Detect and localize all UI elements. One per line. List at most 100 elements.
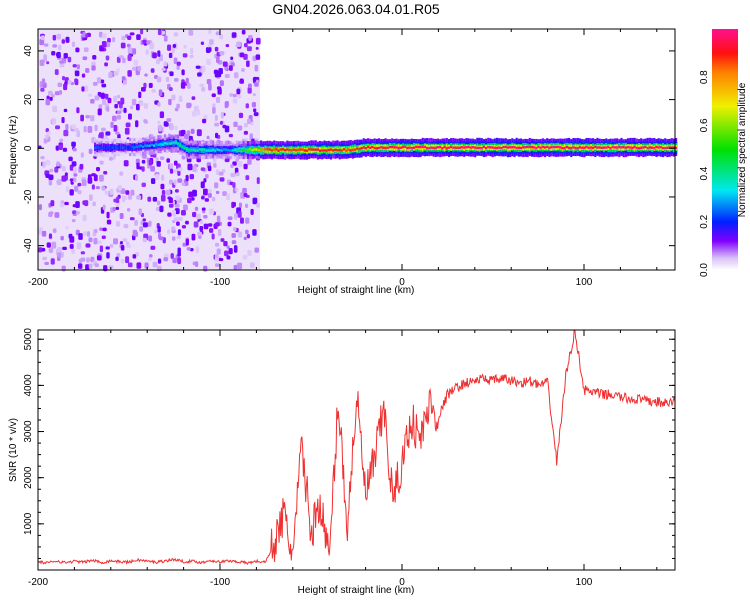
noise-cell (227, 221, 232, 227)
noise-cell (197, 72, 202, 77)
noise-cell (139, 226, 144, 232)
noise-cell (48, 233, 52, 239)
noise-cell (206, 135, 210, 140)
noise-cell (230, 164, 234, 169)
noise-cell (64, 172, 68, 177)
noise-cell (192, 211, 197, 218)
ridge-cell (657, 146, 660, 149)
noise-cell (224, 101, 229, 109)
ridge-cell (142, 145, 145, 148)
noise-cell (228, 133, 234, 138)
noise-cell (245, 217, 250, 224)
ridge-cell (498, 146, 501, 149)
noise-cell (86, 231, 91, 237)
noise-cell (252, 197, 258, 205)
noise-cell (227, 216, 233, 221)
noise-cell (72, 210, 77, 215)
noise-cell (129, 105, 134, 110)
noise-cell (80, 114, 84, 122)
ridge-cell (436, 146, 440, 149)
noise-cell (61, 117, 65, 124)
ridge-cell (102, 146, 105, 150)
noise-cell (163, 61, 168, 67)
noise-cell (96, 255, 102, 261)
ridge-cell (246, 148, 250, 151)
noise-cell (87, 174, 92, 180)
noise-cell (116, 253, 121, 257)
ridge-cell (585, 145, 588, 149)
ridge-cell (600, 146, 603, 150)
noise-cell (80, 251, 86, 255)
snr-xtick-label: -200 (28, 577, 48, 588)
ridge-cell (504, 145, 507, 149)
noise-cell (200, 41, 205, 46)
ridge-cell (415, 145, 418, 149)
noise-cell (229, 93, 234, 97)
ridge-cell (439, 145, 442, 149)
noise-cell (182, 53, 188, 58)
noise-cell (181, 225, 187, 229)
ridge-cell (360, 147, 363, 150)
ridge-cell (137, 145, 140, 148)
noise-cell (183, 204, 188, 211)
spectrogram-xtick-label: -200 (28, 277, 48, 288)
noise-cell (117, 94, 121, 99)
ridge-cell (648, 146, 651, 149)
noise-cell (116, 114, 122, 120)
noise-cell (112, 37, 116, 43)
noise-cell (54, 91, 60, 96)
noise-cell (216, 70, 222, 78)
noise-cell (199, 225, 204, 232)
snr-ytick-label: 2000 (23, 466, 34, 489)
noise-cell (235, 187, 239, 192)
noise-cell (116, 196, 120, 204)
noise-cell (150, 165, 155, 172)
noise-cell (157, 29, 162, 36)
noise-cell (214, 122, 220, 127)
noise-cell (229, 65, 233, 71)
noise-cell (191, 233, 196, 241)
ridge-cell (319, 149, 322, 152)
noise-cell (175, 195, 180, 201)
noise-cell (213, 163, 217, 168)
noise-cell (39, 81, 43, 88)
ridge-cell (133, 146, 136, 149)
noise-cell (233, 264, 238, 270)
noise-cell (195, 65, 201, 69)
noise-cell (237, 262, 243, 270)
ridge-cell (513, 145, 516, 149)
ridge-cell (179, 144, 182, 147)
noise-cell (127, 262, 133, 268)
ridge-cell (233, 148, 237, 152)
noise-cell (250, 262, 255, 268)
noise-cell (166, 229, 171, 234)
noise-cell (122, 57, 126, 64)
ridge-cell (561, 146, 564, 150)
noise-cell (219, 120, 223, 125)
noise-cell (161, 190, 166, 196)
noise-cell (83, 47, 89, 53)
ridge-cell (550, 146, 553, 149)
noise-cell (230, 172, 236, 178)
ridge-cell (292, 148, 295, 151)
noise-cell (61, 265, 66, 272)
ridge-cell (502, 145, 505, 149)
noise-cell (38, 204, 42, 211)
ridge-cell (539, 146, 542, 149)
noise-cell (174, 107, 179, 112)
noise-cell (101, 186, 106, 191)
noise-cell (57, 82, 63, 88)
noise-cell (233, 226, 237, 232)
noise-cell (158, 236, 164, 241)
ridge-cell (589, 146, 593, 149)
noise-cell (65, 186, 70, 193)
noise-cell (157, 102, 161, 107)
noise-cell (160, 194, 166, 202)
noise-cell (255, 79, 259, 83)
noise-cell (118, 103, 123, 109)
ridge-cell (192, 148, 195, 152)
noise-cell (214, 182, 219, 189)
noise-cell (72, 177, 77, 183)
noise-cell (50, 200, 55, 207)
ridge-cell (260, 149, 263, 152)
